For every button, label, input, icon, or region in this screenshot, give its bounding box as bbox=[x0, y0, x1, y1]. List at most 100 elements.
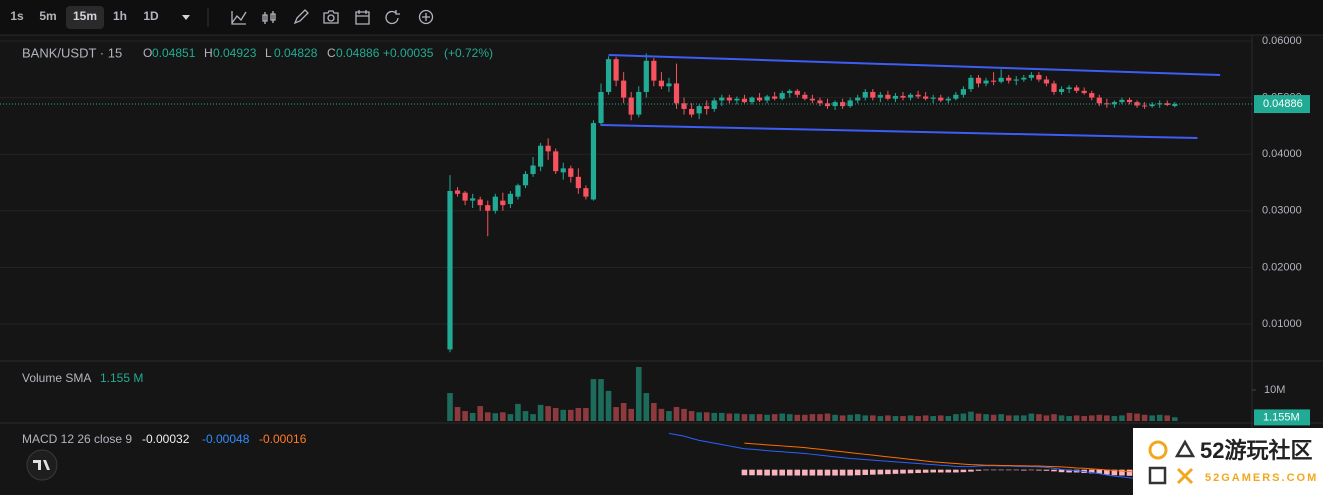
calendar-icon[interactable] bbox=[355, 10, 370, 25]
macd-histogram-bar bbox=[937, 469, 944, 473]
watermark-logo bbox=[1148, 440, 1168, 460]
volume-bar bbox=[854, 414, 861, 421]
volume-bar bbox=[1081, 416, 1087, 421]
change-percent: (+0.72%) bbox=[444, 46, 493, 60]
volume-bar bbox=[779, 413, 785, 421]
interval-button[interactable]: 15m bbox=[73, 9, 97, 23]
macd-value: -0.00048 bbox=[202, 432, 250, 446]
candle-body bbox=[643, 60, 649, 92]
candle-body bbox=[545, 145, 551, 152]
volume-bar bbox=[741, 414, 748, 421]
watermark-logo bbox=[1174, 439, 1196, 458]
volume-bar bbox=[968, 411, 974, 421]
candle-body bbox=[575, 176, 581, 189]
volume-bar bbox=[575, 407, 582, 421]
candle-body bbox=[470, 198, 476, 201]
macd-histogram-bar bbox=[975, 469, 982, 471]
volume-bar bbox=[500, 412, 506, 421]
volume-bar bbox=[719, 412, 725, 421]
macd-histogram-bar bbox=[922, 469, 929, 473]
candle-body bbox=[862, 91, 868, 98]
volume-bar bbox=[862, 415, 869, 421]
macd-histogram-bar bbox=[771, 469, 778, 476]
candle-body bbox=[983, 80, 989, 84]
volume-sma-value: 1.155 M bbox=[100, 371, 143, 385]
candle-body bbox=[651, 60, 657, 81]
interval-dropdown[interactable] bbox=[182, 15, 190, 20]
trendline bbox=[608, 53, 1221, 77]
macd-macd-line bbox=[668, 432, 1175, 484]
tv-logo-mark bbox=[33, 460, 50, 470]
volume-bar bbox=[545, 406, 551, 421]
candle-body bbox=[900, 95, 906, 98]
candle-body bbox=[673, 83, 680, 104]
candle-body bbox=[492, 196, 498, 211]
volume-bar bbox=[635, 366, 642, 421]
candle-body bbox=[1157, 103, 1163, 105]
snapshot-icon[interactable] bbox=[323, 10, 339, 24]
volume-bar bbox=[953, 414, 959, 421]
volume-bar bbox=[802, 414, 808, 421]
candle-body bbox=[1006, 77, 1012, 81]
candle-body bbox=[1058, 89, 1065, 92]
macd-histogram-bar bbox=[907, 469, 914, 474]
tv-logo[interactable] bbox=[26, 449, 58, 481]
volume-bar bbox=[560, 409, 567, 421]
interval-button[interactable]: 1h bbox=[113, 9, 127, 23]
candle-body bbox=[764, 96, 770, 101]
volume-tick-label: 10M bbox=[1264, 384, 1285, 396]
macd-histogram-bar bbox=[1111, 469, 1118, 476]
candle-body bbox=[1096, 97, 1102, 104]
macd-histogram-bar bbox=[802, 469, 808, 476]
ohlc-value: 0.04851 bbox=[152, 46, 196, 60]
candle-body bbox=[915, 94, 921, 97]
macd-histogram-bar bbox=[885, 469, 891, 475]
volume-bar bbox=[1149, 415, 1155, 421]
volume-bar bbox=[892, 416, 899, 421]
candle-body bbox=[726, 97, 732, 101]
volume-bar bbox=[628, 408, 634, 421]
volume-bar bbox=[915, 416, 921, 421]
indicator-icon[interactable] bbox=[231, 11, 247, 25]
macd-histogram-bar bbox=[839, 469, 846, 476]
candle-body bbox=[945, 98, 951, 101]
macd-histogram-bar bbox=[1043, 469, 1050, 471]
draw-icon[interactable] bbox=[293, 9, 309, 25]
interval-button[interactable]: 1D bbox=[143, 9, 159, 23]
candle-body bbox=[553, 151, 559, 172]
volume-bar bbox=[681, 408, 687, 421]
toolbar bbox=[0, 0, 1323, 35]
candle-body bbox=[711, 100, 717, 109]
interval-button[interactable]: 5m bbox=[39, 9, 56, 23]
volume-bar bbox=[462, 411, 468, 421]
macd-histogram-bar bbox=[900, 469, 906, 474]
candle-icon[interactable] bbox=[262, 11, 276, 24]
macd-histogram-bar bbox=[1013, 469, 1020, 471]
candle-body bbox=[832, 102, 838, 107]
volume-bar bbox=[809, 414, 816, 421]
candle-body bbox=[975, 77, 982, 84]
volume-bar bbox=[530, 414, 536, 421]
candle-body bbox=[681, 103, 687, 109]
candle-body bbox=[824, 103, 831, 107]
volume-bar bbox=[847, 414, 853, 421]
interval-button[interactable]: 1s bbox=[10, 9, 24, 23]
add-icon[interactable] bbox=[418, 9, 434, 25]
candle-body bbox=[530, 165, 536, 175]
macd-histogram-bar bbox=[983, 469, 989, 471]
candle-body bbox=[741, 98, 748, 103]
candle-body bbox=[689, 108, 695, 115]
macd-histogram-bar bbox=[870, 469, 876, 475]
candle-body bbox=[583, 188, 589, 197]
candle-body bbox=[636, 91, 642, 115]
volume-bar bbox=[522, 411, 529, 421]
reset-icon[interactable] bbox=[385, 10, 400, 25]
macd-histogram-bar bbox=[1036, 469, 1042, 471]
candle-body bbox=[991, 80, 997, 82]
ohlc-value: 0.04828 bbox=[274, 46, 318, 60]
macd-histogram-bar bbox=[756, 469, 763, 476]
selected-interval-bg bbox=[66, 6, 104, 29]
candle-body bbox=[1051, 83, 1057, 92]
volume-bar bbox=[1073, 415, 1080, 421]
